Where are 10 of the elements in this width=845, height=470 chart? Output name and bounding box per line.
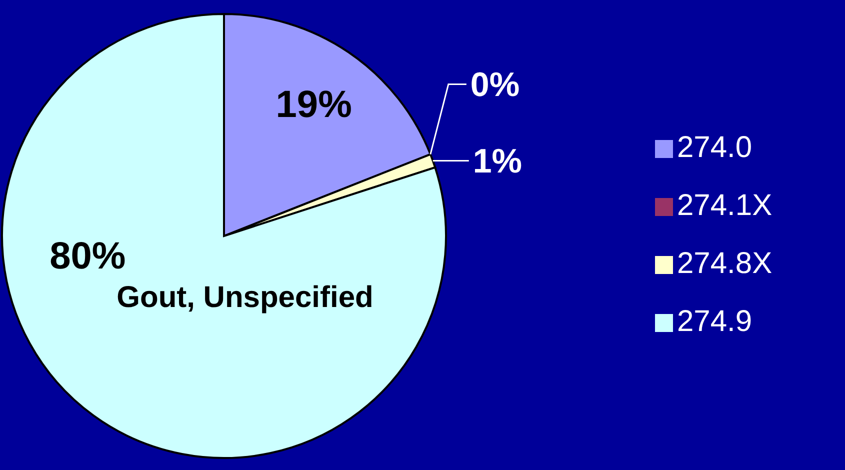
legend-label: 274.0 [677, 131, 752, 164]
text: 0% [470, 66, 520, 104]
data-label: 1% [472, 142, 522, 181]
legend-label: 274.9 [677, 305, 752, 338]
legend-label: 274.1X [677, 189, 772, 222]
data-label: 19% [276, 84, 352, 126]
data-label: 80% [50, 235, 126, 278]
pie-slice [1, 13, 447, 459]
text: Gout, Unspecified [116, 281, 374, 315]
legend-label: 274.8X [677, 247, 772, 280]
